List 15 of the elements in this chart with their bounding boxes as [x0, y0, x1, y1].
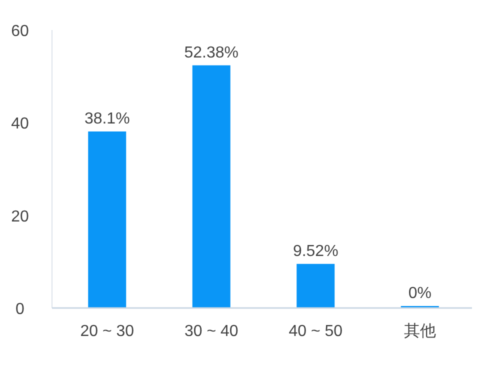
bar — [192, 65, 230, 308]
data-label: 0% — [408, 285, 432, 302]
bar — [88, 131, 126, 308]
y-tick-label: 40 — [11, 116, 29, 133]
bar — [296, 264, 335, 308]
x-tick-label: 其他 — [404, 322, 436, 340]
data-label: 9.52% — [292, 242, 338, 260]
x-tick-label: 20 ~ 30 — [80, 323, 134, 340]
y-tick-label: 0 — [16, 301, 25, 318]
y-tick-label: 20 — [11, 208, 29, 226]
y-tick-label: 60 — [11, 23, 29, 40]
x-tick-label: 40 ~ 50 — [288, 323, 343, 340]
data-label: 38.1% — [84, 110, 130, 128]
x-tick-label: 30 ~ 40 — [184, 323, 238, 340]
data-label: 52.38% — [184, 44, 239, 62]
